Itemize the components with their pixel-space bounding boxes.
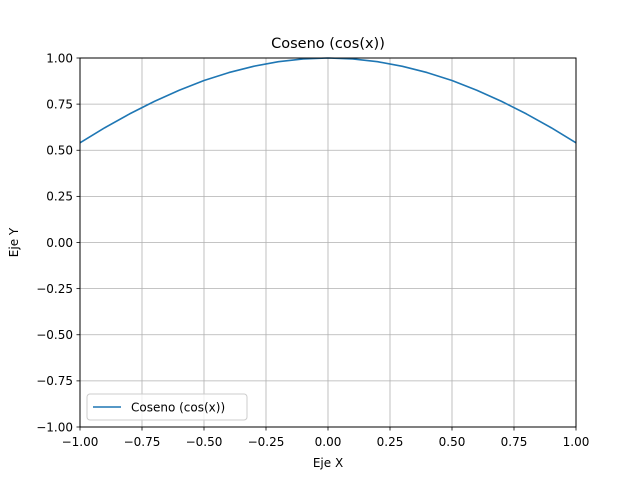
y-tick-label: 0.25 <box>46 190 73 204</box>
y-tick-label: −0.75 <box>36 374 73 388</box>
y-tick-label: 0.50 <box>46 144 73 158</box>
legend: Coseno (cos(x)) <box>86 393 248 421</box>
x-tick-label: −0.50 <box>186 435 223 449</box>
chart-title: Coseno (cos(x)) <box>271 36 385 52</box>
y-tick-label: −0.50 <box>36 328 73 342</box>
x-tick-label: 0.00 <box>315 435 342 449</box>
x-tick-label: 0.75 <box>501 435 528 449</box>
y-tick-label: −1.00 <box>36 420 73 434</box>
x-tick-label: 0.50 <box>439 435 466 449</box>
legend-box <box>86 393 248 421</box>
y-tick-label: 0.00 <box>46 236 73 250</box>
x-tick-label: 0.25 <box>377 435 404 449</box>
x-tick-label: −0.25 <box>248 435 285 449</box>
x-tick-label: −0.75 <box>124 435 161 449</box>
grid <box>79 57 577 428</box>
x-axis-label: Eje X <box>313 456 343 470</box>
y-tick-label: 1.00 <box>46 51 73 65</box>
x-tick-label: −1.00 <box>62 435 99 449</box>
y-tick-label: 0.75 <box>46 97 73 111</box>
legend-label-coseno: Coseno (cos(x)) <box>131 401 225 415</box>
y-tick-label: −0.25 <box>36 282 73 296</box>
y-axis-label: Eje Y <box>7 227 21 257</box>
x-tick-label: 1.00 <box>563 435 590 449</box>
ticks: −1.00 −0.75 −0.50 −0.25 0.00 0.25 0.50 0.75 1.00… <box>36 51 589 449</box>
